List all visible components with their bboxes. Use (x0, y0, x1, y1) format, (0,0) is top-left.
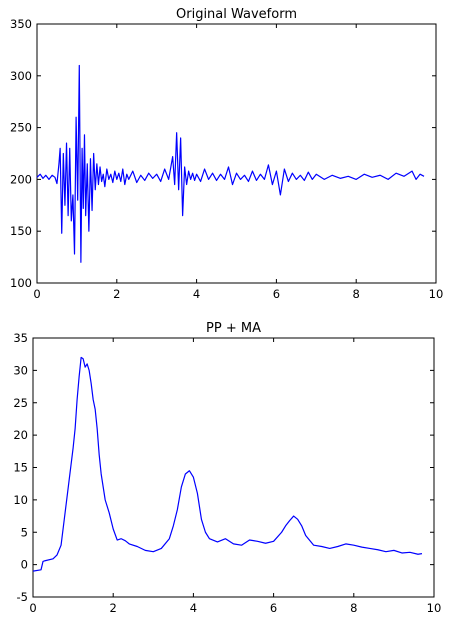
x-tick-label: 6 (270, 601, 277, 615)
chart-title: PP + MA (206, 321, 261, 336)
x-tick-label: 10 (427, 601, 442, 615)
x-tick-label: 4 (190, 601, 197, 615)
x-tick-label: 0 (29, 601, 36, 615)
series-line (36, 64, 425, 263)
x-tick-label: 6 (273, 287, 280, 301)
x-tick-label: 8 (353, 287, 360, 301)
y-tick-label: 100 (10, 276, 32, 290)
plot-frame (36, 23, 437, 284)
chart-title: Original Waveform (176, 7, 297, 22)
x-tick-label: 2 (113, 287, 120, 301)
y-tick-label: 250 (10, 121, 32, 135)
y-tick-label: 0 (21, 558, 28, 572)
x-tick-label: 4 (193, 287, 200, 301)
y-tick-label: 30 (13, 363, 28, 377)
y-tick-label: 20 (13, 428, 28, 442)
y-tick-label: 35 (13, 331, 28, 345)
x-tick-label: 0 (33, 287, 40, 301)
y-tick-label: 5 (21, 525, 28, 539)
x-tick-label: 10 (429, 287, 444, 301)
y-tick-label: 15 (13, 461, 28, 475)
y-tick-label: 150 (10, 224, 32, 238)
plot-frame (32, 337, 435, 598)
y-tick-label: 350 (10, 17, 32, 31)
series-line (32, 356, 423, 572)
chart-1: Original Waveform 0 2 4 6 8 10 100 150 200 250 300 3… (10, 7, 443, 301)
y-tick-label: 300 (10, 69, 32, 83)
x-tick-label: 2 (110, 601, 117, 615)
y-tick-label: -5 (17, 590, 28, 604)
y-tick-label: 200 (10, 172, 32, 186)
x-tick-label: 8 (350, 601, 357, 615)
y-tick-label: 25 (13, 396, 28, 410)
y-tick-label: 10 (13, 493, 28, 507)
